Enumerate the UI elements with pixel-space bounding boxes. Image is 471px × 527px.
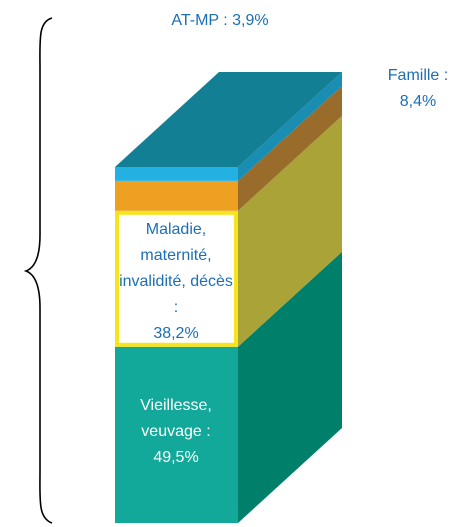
segment-front [115, 346, 238, 523]
segment-label: Famille : 8,4% [368, 63, 468, 115]
value-label: 38,2% [153, 325, 199, 342]
segment-front [115, 180, 238, 211]
segment-name: AT-MP : [171, 12, 228, 29]
segment-name: Vieillesse, veuvage : [140, 397, 212, 440]
brace [23, 17, 53, 524]
segment-side [238, 251, 342, 523]
value-label: 8,4% [399, 93, 437, 110]
segment-side [238, 115, 342, 347]
value-label: 49,5% [153, 449, 199, 466]
segment-label: Vieillesse, veuvage : 49,5% [118, 393, 234, 471]
segment-label: AT-MP : 3,9% [110, 8, 330, 34]
segment-side [238, 85, 342, 211]
segment-front [115, 167, 238, 181]
column-top [115, 72, 342, 167]
segment-name: Maladie, maternité, invalidité, décès : [119, 221, 233, 316]
segment-side [238, 72, 342, 181]
segment-label: Maladie, maternité, invalidité, décès : 3… [118, 217, 234, 347]
value-label: 3,9% [232, 12, 269, 29]
segment-front [115, 210, 238, 347]
segment-name: Famille : [387, 67, 449, 84]
